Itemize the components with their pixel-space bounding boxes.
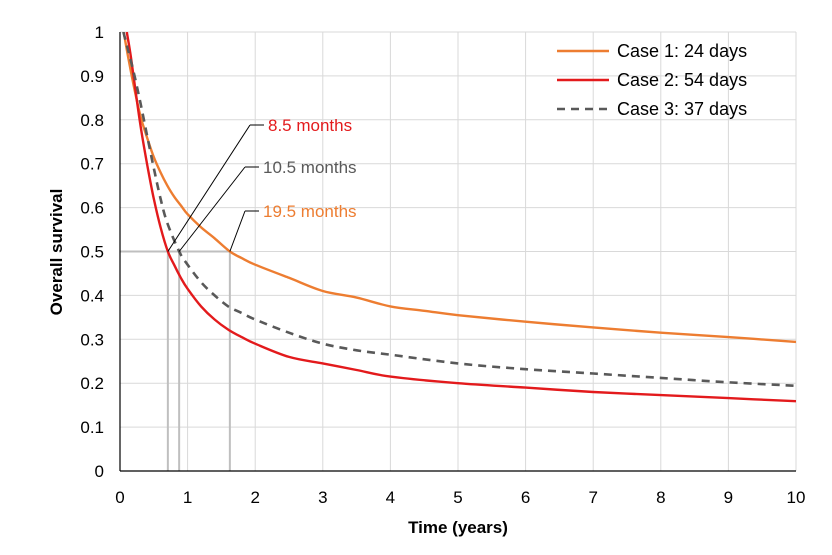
legend-item-case-3-label: Case 3: 37 days	[617, 99, 747, 119]
y-tick-label: 0.3	[80, 330, 104, 349]
y-axis-title: Overall survival	[47, 189, 66, 316]
series-case-2-line	[125, 32, 796, 403]
y-tick-label: 0.4	[80, 286, 104, 305]
y-tick-label: 0.7	[80, 155, 104, 174]
median-reference-lines	[120, 250, 231, 471]
series-lines	[122, 32, 796, 403]
axes: 0 1 2 3 4 5 6 7 8 9 10 0 0.1 0.2 0.3 0.4 0.5 0.6 0.7 0.8 0.9…	[80, 23, 805, 507]
x-tick-label: 2	[250, 488, 259, 507]
annotation-19-5-months-label: 19.5 months	[263, 202, 357, 221]
legend: Case 1: 24 days Case 2: 54 days Case 3: 37…	[557, 41, 747, 119]
y-tick-label: 0.6	[80, 199, 104, 218]
x-tick-label: 1	[183, 488, 192, 507]
annotation-19-5-months-leader	[229, 210, 246, 252]
y-tick-label: 0	[95, 462, 104, 481]
x-tick-label: 3	[318, 488, 327, 507]
annotation-10-5-months-label: 10.5 months	[263, 158, 357, 177]
y-tick-label: 0.2	[80, 374, 104, 393]
y-tick-label: 0.1	[80, 418, 104, 437]
x-tick-label: 7	[588, 488, 597, 507]
x-tick-label: 10	[787, 488, 806, 507]
annotation-8-5-months-label: 8.5 months	[268, 116, 352, 135]
median-annotations: 8.5 months 10.5 months 19.5 months	[167, 116, 357, 252]
x-tick-label: 5	[453, 488, 462, 507]
annotation-10-5-months-leader	[178, 166, 246, 252]
x-axis-title: Time (years)	[408, 518, 508, 537]
x-tick-label: 0	[115, 488, 124, 507]
annotation-8-5-months-leader	[167, 124, 251, 252]
y-tick-label: 0.8	[80, 111, 104, 130]
legend-item-case-2-label: Case 2: 54 days	[617, 70, 747, 90]
y-tick-label: 0.5	[80, 243, 104, 262]
series-case-3-line	[122, 32, 796, 388]
grid-lines	[120, 31, 797, 471]
x-tick-label: 6	[521, 488, 530, 507]
legend-item-case-1-label: Case 1: 24 days	[617, 41, 747, 61]
y-tick-label: 1	[95, 23, 104, 42]
x-tick-label: 4	[386, 488, 395, 507]
x-tick-label: 8	[656, 488, 665, 507]
x-tick-label: 9	[724, 488, 733, 507]
y-tick-label: 0.9	[80, 67, 104, 86]
